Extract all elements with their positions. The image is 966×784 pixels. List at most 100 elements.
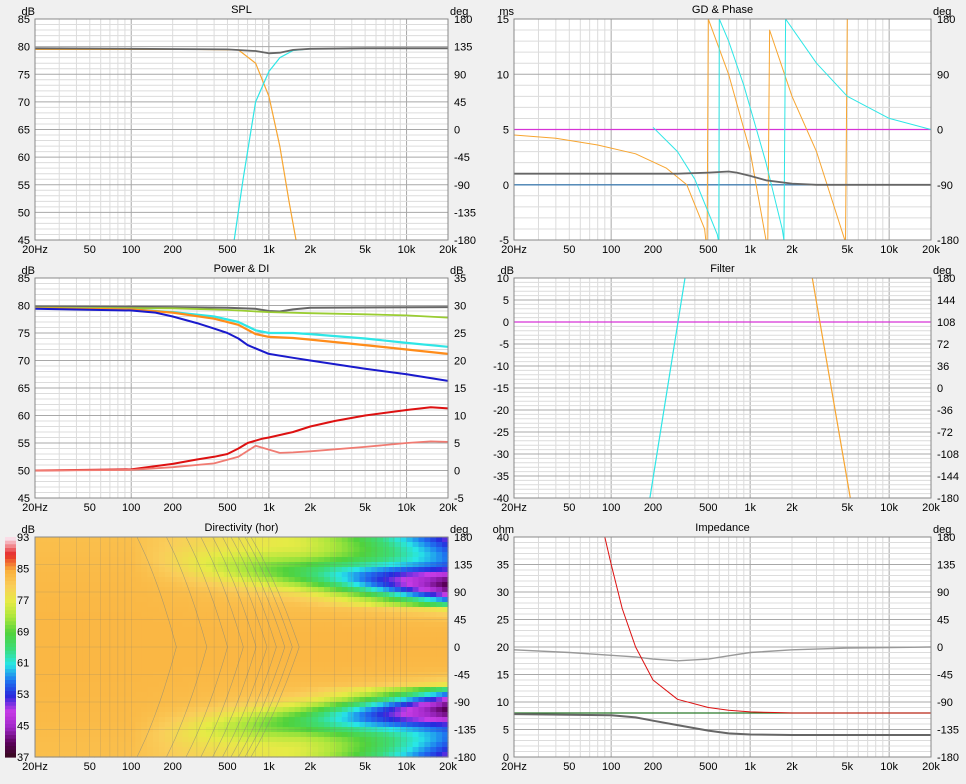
heatmap-cell <box>389 582 396 588</box>
heatmap-cell <box>306 612 313 618</box>
heatmap-cell <box>111 547 119 553</box>
heatmap-cell <box>330 582 337 588</box>
heatmap-cell <box>288 537 296 543</box>
heatmap-cell <box>424 677 431 683</box>
heatmap-cell <box>94 712 101 718</box>
heatmap-cell <box>341 727 349 733</box>
heatmap-cell <box>330 667 337 673</box>
heatmap-cell <box>70 712 77 718</box>
heatmap-cell <box>335 692 343 698</box>
heatmap-cell <box>35 552 42 558</box>
heatmap-cell <box>412 727 420 733</box>
heatmap-cell <box>40 617 48 623</box>
heatmap-cell <box>306 607 313 613</box>
heatmap-cell <box>359 747 366 753</box>
heatmap-cell <box>46 572 54 578</box>
heatmap-cell <box>35 612 42 618</box>
heatmap-cell <box>158 707 166 713</box>
y-axis-label-left: dB <box>22 265 35 277</box>
heatmap-cell <box>40 577 48 583</box>
heatmap-cell <box>330 672 337 678</box>
heatmap-cell <box>294 577 302 583</box>
heatmap-cell <box>52 677 60 683</box>
heatmap-cell <box>247 622 254 628</box>
heatmap-cell <box>353 722 361 728</box>
heatmap-cell <box>271 632 278 638</box>
heatmap-cell <box>123 537 130 543</box>
heatmap-cell <box>99 697 107 703</box>
heatmap-cell <box>353 622 361 628</box>
y-tick-label-right: 0 <box>937 383 943 395</box>
heatmap-cell <box>389 652 396 658</box>
heatmap-cell <box>117 642 125 648</box>
y-tick-label: 15 <box>497 670 509 682</box>
heatmap-cell <box>206 752 213 758</box>
heatmap-cell <box>318 697 325 703</box>
heatmap-cell <box>64 682 71 688</box>
heatmap-contours <box>136 536 300 758</box>
heatmap-cell <box>188 717 195 723</box>
heatmap-cell <box>35 597 42 603</box>
heatmap-cell <box>52 537 60 543</box>
heatmap-cell <box>424 727 431 733</box>
heatmap-cell <box>99 592 107 598</box>
plot-border <box>34 277 449 499</box>
heatmap-cell <box>123 582 130 588</box>
heatmap-cell <box>223 727 231 733</box>
heatmap-cell <box>141 702 148 708</box>
heatmap-cell <box>182 607 189 613</box>
heatmap-cell <box>436 602 443 608</box>
heatmap-cell <box>164 552 172 558</box>
heatmap-cell <box>188 677 195 683</box>
heatmap-cell <box>282 602 290 608</box>
heatmap-cell <box>371 687 378 693</box>
heatmap-cell <box>406 662 414 668</box>
heatmap-cell <box>430 567 437 573</box>
heatmap-cell <box>341 582 349 588</box>
heatmap-cell <box>259 672 266 678</box>
heatmap-cell <box>76 727 83 733</box>
heatmap-cell <box>194 642 201 648</box>
heatmap-cell <box>406 617 414 623</box>
heatmap-cell <box>271 642 278 648</box>
heatmap-cell <box>253 622 260 628</box>
heatmap-cell <box>418 727 425 733</box>
heatmap-cell <box>347 627 355 633</box>
heatmap-cell <box>400 682 408 688</box>
heatmap-cell <box>200 742 207 748</box>
colorbar-cell <box>5 665 16 670</box>
colorbar-cell <box>5 669 16 674</box>
heatmap-cell <box>206 602 213 608</box>
heatmap-cell <box>212 727 219 733</box>
heatmap-cell <box>235 722 243 728</box>
heatmap-cell <box>400 537 408 543</box>
heatmap-cell <box>377 597 384 603</box>
heatmap-cell <box>212 542 219 548</box>
heatmap-cell <box>312 597 319 603</box>
heatmap-cell <box>188 617 195 623</box>
y-tick-label: 75 <box>18 328 30 340</box>
heatmap-cell <box>99 642 107 648</box>
heatmap-cell <box>52 617 60 623</box>
heatmap-cell <box>288 617 296 623</box>
heatmap-cell <box>247 717 254 723</box>
colorbar-cell <box>5 555 16 560</box>
heatmap-cell <box>330 577 337 583</box>
heatmap-cell <box>223 617 231 623</box>
heatmap-cell <box>117 682 125 688</box>
heatmap-cell <box>436 622 443 628</box>
heatmap-cell <box>111 727 119 733</box>
heatmap-cell <box>129 547 136 553</box>
heatmap-cell <box>365 592 372 598</box>
heatmap-cell <box>371 552 378 558</box>
heatmap-cell <box>318 712 325 718</box>
heatmap-cell <box>82 717 89 723</box>
heatmap-cell <box>312 742 319 748</box>
heatmap-cell <box>347 552 355 558</box>
heatmap-cell <box>58 617 66 623</box>
heatmap-cell <box>70 752 77 758</box>
heatmap-cell <box>436 732 443 738</box>
heatmap-cell <box>394 742 402 748</box>
heatmap-cell <box>247 642 254 648</box>
heatmap-cell <box>123 697 130 703</box>
